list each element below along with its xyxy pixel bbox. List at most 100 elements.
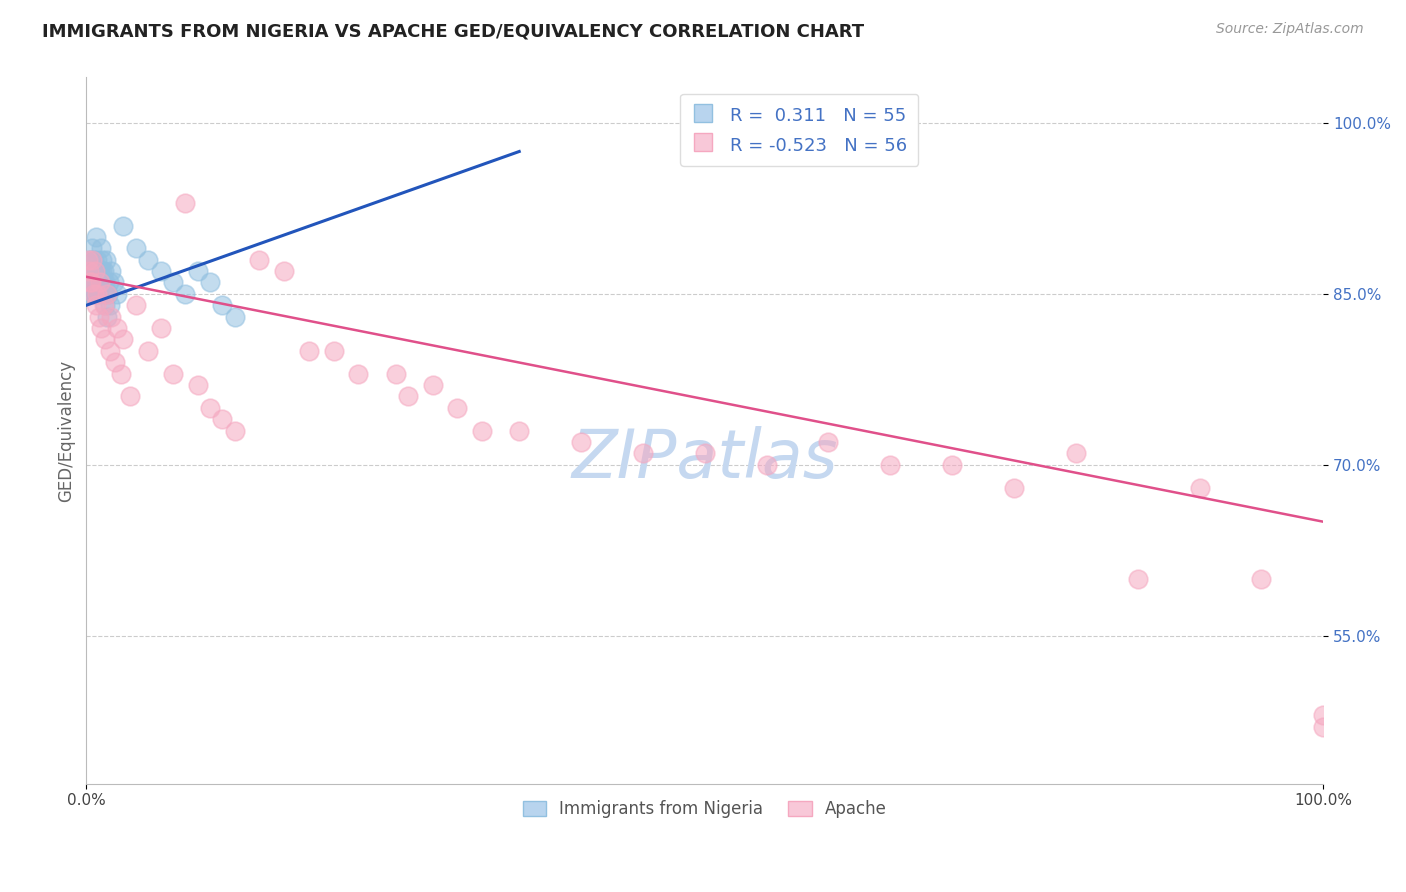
Point [80, 286, 103, 301]
Point [79, 276, 101, 290]
Point [97, 286, 120, 301]
Point [87, 276, 110, 290]
Point [755, 458, 778, 472]
Point [82, 241, 104, 255]
Point [187, 378, 209, 392]
Point [446, 401, 468, 415]
Point [224, 310, 246, 324]
Point [693, 446, 716, 460]
Point [1188, 481, 1211, 495]
Text: ZIPatlas: ZIPatlas [571, 425, 838, 491]
Point [86, 264, 108, 278]
Point [1312, 720, 1334, 734]
Point [79, 252, 101, 267]
Point [396, 389, 419, 403]
Point [249, 252, 271, 267]
Point [77, 276, 100, 290]
Point [82, 252, 104, 267]
Point [90, 321, 112, 335]
Point [149, 321, 172, 335]
Point [89, 276, 111, 290]
Point [80, 264, 103, 278]
Point [105, 286, 128, 301]
Point [112, 333, 135, 347]
Point [89, 276, 111, 290]
Point [83, 286, 105, 301]
Point [422, 378, 444, 392]
Point [76, 252, 98, 267]
Point [384, 367, 406, 381]
Point [76, 276, 98, 290]
Point [87, 264, 110, 278]
Point [224, 424, 246, 438]
Point [79, 264, 101, 278]
Point [941, 458, 963, 472]
Legend: Immigrants from Nigeria, Apache: Immigrants from Nigeria, Apache [516, 794, 894, 825]
Point [77, 286, 100, 301]
Point [77, 252, 100, 267]
Point [198, 276, 221, 290]
Point [98, 298, 121, 312]
Point [90, 264, 112, 278]
Point [84, 298, 107, 312]
Point [471, 424, 494, 438]
Point [1126, 572, 1149, 586]
Point [1312, 708, 1334, 723]
Point [103, 276, 125, 290]
Point [1002, 481, 1025, 495]
Point [84, 286, 107, 301]
Point [298, 343, 321, 358]
Point [76, 276, 98, 290]
Point [96, 286, 118, 301]
Point [174, 195, 197, 210]
Point [631, 446, 654, 460]
Point [79, 264, 101, 278]
Point [89, 286, 111, 301]
Point [93, 298, 115, 312]
Point [84, 230, 107, 244]
Point [105, 321, 128, 335]
Point [96, 310, 118, 324]
Point [118, 389, 141, 403]
Point [100, 264, 122, 278]
Point [569, 434, 592, 449]
Point [94, 252, 117, 267]
Text: IMMIGRANTS FROM NIGERIA VS APACHE GED/EQUIVALENCY CORRELATION CHART: IMMIGRANTS FROM NIGERIA VS APACHE GED/EQ… [42, 22, 865, 40]
Point [94, 333, 117, 347]
Point [91, 252, 114, 267]
Point [1064, 446, 1087, 460]
Point [84, 264, 107, 278]
Point [136, 343, 159, 358]
Point [80, 276, 103, 290]
Point [91, 276, 114, 290]
Point [211, 298, 233, 312]
Point [347, 367, 370, 381]
Point [508, 424, 530, 438]
Point [77, 264, 100, 278]
Point [94, 298, 117, 312]
Point [98, 343, 121, 358]
Point [100, 310, 122, 324]
Point [136, 252, 159, 267]
Point [273, 264, 295, 278]
Point [125, 241, 148, 255]
Point [97, 276, 120, 290]
Point [86, 252, 108, 267]
Point [879, 458, 901, 472]
Point [104, 355, 127, 369]
Point [84, 264, 107, 278]
Point [89, 264, 111, 278]
Point [187, 264, 209, 278]
Point [93, 286, 115, 301]
Point [112, 219, 135, 233]
Point [90, 241, 112, 255]
Point [198, 401, 221, 415]
Point [162, 367, 184, 381]
Point [87, 310, 110, 324]
Point [82, 264, 104, 278]
Point [80, 276, 103, 290]
Y-axis label: GED/Equivalency: GED/Equivalency [58, 359, 75, 501]
Point [817, 434, 839, 449]
Point [93, 264, 115, 278]
Point [1250, 572, 1272, 586]
